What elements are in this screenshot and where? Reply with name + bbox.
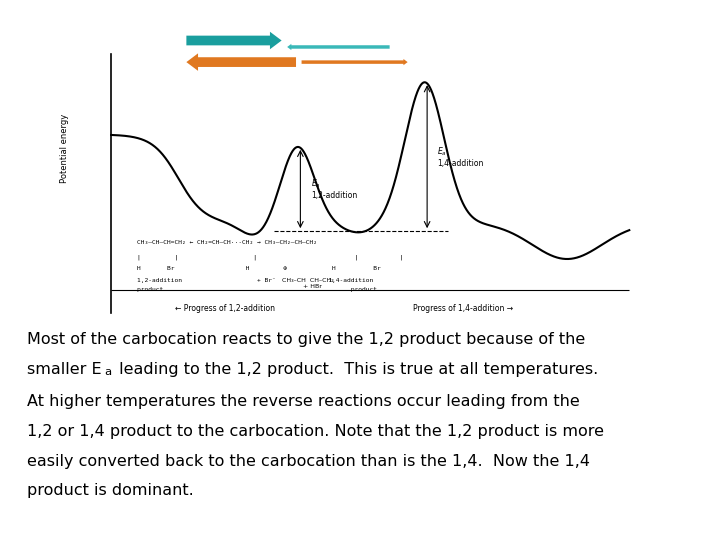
Text: H       Br                   H         ⊕            H          Br: H Br H ⊕ H Br [137,266,381,271]
Text: 1,2-addition                    + Br⁻              1,4-addition: 1,2-addition + Br⁻ 1,4-addition [137,278,373,283]
Text: CH₃–CH  CH–CH₂
    + HBr: CH₃–CH CH–CH₂ + HBr [282,278,334,289]
Text: 1,2 or 1,4 product to the carbocation. Note that the 1,2 product is more: 1,2 or 1,4 product to the carbocation. N… [27,424,604,439]
Text: $E_a$
1,4-addition: $E_a$ 1,4-addition [438,145,484,168]
Text: easily converted back to the carbocation than is the 1,4.  Now the 1,4: easily converted back to the carbocation… [27,454,590,469]
Text: product                                                  product: product product [137,287,377,292]
Text: CH₃–CH–CH=CH₂ ← CH₂=CH–CH···CH₂ → CH₃–CH₂–CH–CH₂: CH₃–CH–CH=CH₂ ← CH₂=CH–CH···CH₂ → CH₃–CH… [137,240,317,245]
Text: |         |                    |                          |           |: | | | | | [137,254,403,260]
Text: a: a [104,367,112,377]
Text: smaller E: smaller E [27,362,102,377]
Text: $E_a$
1,2-addition: $E_a$ 1,2-addition [311,178,357,200]
Text: Potential energy: Potential energy [60,113,69,183]
Text: leading to the 1,2 product.  This is true at all temperatures.: leading to the 1,2 product. This is true… [114,362,598,377]
Text: At higher temperatures the reverse reactions occur leading from the: At higher temperatures the reverse react… [27,394,580,409]
Text: Progress of 1,4-addition →: Progress of 1,4-addition → [413,304,513,313]
Text: Most of the carbocation reacts to give the 1,2 product because of the: Most of the carbocation reacts to give t… [27,332,585,347]
Text: product is dominant.: product is dominant. [27,483,194,498]
Text: ← Progress of 1,2-addition: ← Progress of 1,2-addition [175,304,275,313]
